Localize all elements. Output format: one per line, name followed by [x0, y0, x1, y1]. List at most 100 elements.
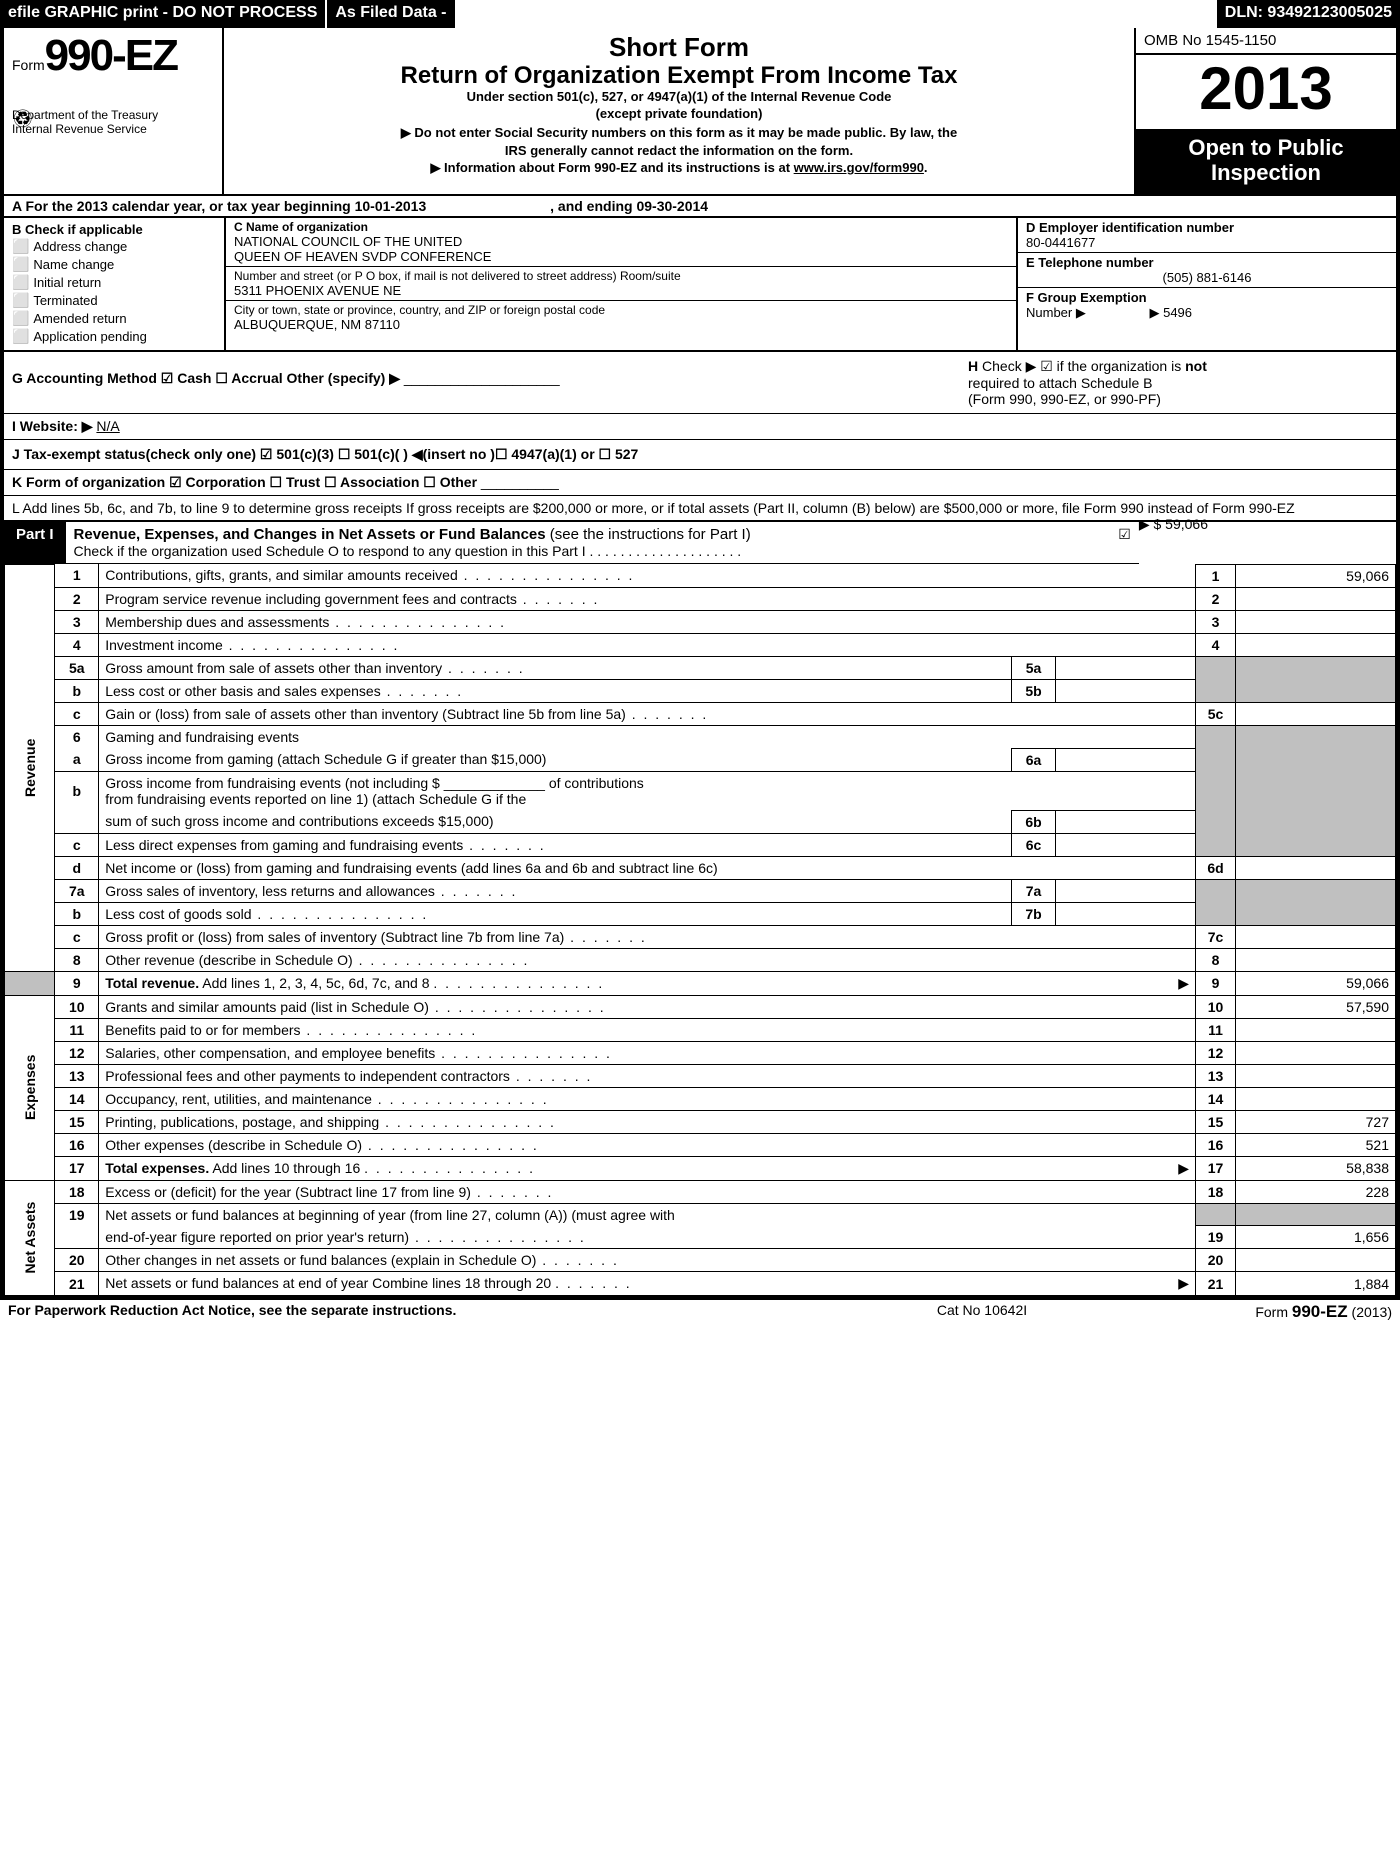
form-number: 990-EZ [45, 31, 177, 80]
addr-label: Number and street (or P O box, if mail i… [234, 269, 1008, 283]
line-18-value: 228 [1236, 1180, 1396, 1203]
expenses-section-label: Expenses [5, 995, 55, 1180]
line-21-value: 1,884 [1236, 1272, 1396, 1296]
revenue-section-label: Revenue [5, 564, 55, 971]
h-check-3: (Form 990, 990-EZ, or 990-PF) [968, 391, 1388, 407]
recycle-icon: ♽ [12, 105, 34, 134]
warning-ssn2: IRS generally cannot redact the informat… [234, 143, 1124, 158]
ein-label: D Employer identification number [1026, 220, 1388, 235]
part1-table: Revenue 1 Contributions, gifts, grants, … [4, 564, 1396, 1297]
line-4-text: Investment income [99, 633, 1196, 656]
line-6d-text: Net income or (loss) from gaming and fun… [99, 856, 1196, 879]
website-value: N/A [96, 418, 119, 434]
line-6a-text: Gross income from gaming (attach Schedul… [99, 748, 1012, 771]
footer: For Paperwork Reduction Act Notice, see … [0, 1300, 1400, 1330]
info-line: ▶ Information about Form 990-EZ and its … [234, 160, 1124, 176]
open-public-2: Inspection [1140, 160, 1392, 185]
line-9-value: 59,066 [1236, 971, 1396, 995]
open-public-1: Open to Public [1140, 135, 1392, 160]
dept-treasury: Department of the Treasury [12, 108, 214, 122]
group-exemption-label: F Group Exemption [1026, 290, 1147, 305]
line-1-text: Contributions, gifts, grants, and simila… [105, 567, 634, 583]
title-short-form: Short Form [234, 32, 1124, 63]
part1-title: Revenue, Expenses, and Changes in Net As… [74, 526, 546, 543]
line-16-text: Other expenses (describe in Schedule O) [99, 1133, 1196, 1156]
subtitle-section: Under section 501(c), 527, or 4947(a)(1)… [234, 89, 1124, 106]
paperwork-notice: For Paperwork Reduction Act Notice, see … [8, 1302, 832, 1322]
line-15-value: 727 [1236, 1110, 1396, 1133]
tel-value: (505) 881-6146 [1026, 270, 1388, 285]
cat-number: Cat No 10642I [832, 1302, 1132, 1322]
asfiled-label: As Filed Data - [327, 0, 456, 28]
dln-label: DLN: 93492123005025 [1217, 0, 1400, 28]
dept-irs: Internal Revenue Service [12, 122, 214, 136]
line-20-text: Other changes in net assets or fund bala… [99, 1249, 1196, 1272]
omb-number: OMB No 1545-1150 [1136, 28, 1396, 55]
line-14-text: Occupancy, rent, utilities, and maintena… [99, 1087, 1196, 1110]
line-1-value: 59,066 [1236, 564, 1396, 587]
ck-address-change[interactable]: Address change [12, 238, 216, 255]
efile-label: efile GRAPHIC print - DO NOT PROCESS [0, 0, 327, 28]
warning-ssn1: ▶ Do not enter Social Security numbers o… [234, 125, 1124, 141]
asfiled-blank [457, 0, 477, 28]
row-l-gross: L Add lines 5b, 6c, and 7b, to line 9 to… [4, 496, 1396, 522]
line-15-text: Printing, publications, postage, and shi… [99, 1110, 1196, 1133]
part1-header: Part I Revenue, Expenses, and Changes in… [4, 522, 1139, 564]
form-footer: Form 990-EZ (2013) [1132, 1302, 1392, 1322]
org-city: ALBUQUERQUE, NM 87110 [234, 317, 1008, 332]
org-address: 5311 PHOENIX AVENUE NE [234, 283, 1008, 298]
part1-tab: Part I [4, 522, 66, 563]
line-7c-text: Gross profit or (loss) from sales of inv… [99, 925, 1196, 948]
line-6b-text2: from fundraising events reported on line… [105, 791, 1189, 807]
form-header: Form990-EZ ♽ Department of the Treasury … [4, 28, 1396, 196]
ck-name-change[interactable]: Name change [12, 256, 216, 273]
line-10-text: Grants and similar amounts paid (list in… [99, 995, 1196, 1018]
line-8-text: Other revenue (describe in Schedule O) [99, 948, 1196, 971]
tel-label: E Telephone number [1026, 255, 1388, 270]
subtitle-except: (except private foundation) [234, 106, 1124, 123]
part1-checkbox[interactable]: ☑ [1118, 522, 1139, 563]
line-5a-text: Gross amount from sale of assets other t… [99, 656, 1012, 679]
line-12-text: Salaries, other compensation, and employ… [99, 1041, 1196, 1064]
top-bar: efile GRAPHIC print - DO NOT PROCESS As … [0, 0, 1400, 28]
line-5b-text: Less cost or other basis and sales expen… [99, 679, 1012, 702]
c-name-label: C Name of organization [234, 220, 1008, 234]
accounting-method: G Accounting Method ☑ Cash ☐ Accrual Oth… [12, 370, 400, 386]
row-k-orgform: K Form of organization ☑ Corporation ☐ T… [4, 470, 1396, 496]
line-19-text2: end-of-year figure reported on prior yea… [99, 1226, 1196, 1249]
row-g-h: G Accounting Method ☑ Cash ☐ Accrual Oth… [4, 352, 1396, 414]
line-17-value: 58,838 [1236, 1156, 1396, 1180]
netassets-section-label: Net Assets [5, 1180, 55, 1296]
h-check-2: required to attach Schedule B [968, 375, 1388, 391]
line-7a-text: Gross sales of inventory, less returns a… [99, 879, 1012, 902]
row-j-taxexempt: J Tax-exempt status(check only one) ☑ 50… [4, 440, 1396, 470]
title-return: Return of Organization Exempt From Incom… [234, 63, 1124, 89]
row-a-taxyear: A For the 2013 calendar year, or tax yea… [4, 196, 1396, 218]
row-i-website: I Website: ▶ N/A [4, 414, 1396, 440]
line-2-text: Program service revenue including govern… [99, 587, 1196, 610]
org-name-2: QUEEN OF HEAVEN SVDP CONFERENCE [234, 249, 1008, 264]
ck-application-pending[interactable]: Application pending [12, 328, 216, 345]
b-header: B Check if applicable [12, 222, 143, 237]
org-name-1: NATIONAL COUNCIL OF THE UNITED [234, 234, 1008, 249]
ck-terminated[interactable]: Terminated [12, 292, 216, 309]
line-6-text: Gaming and fundraising events [99, 725, 1196, 748]
group-exemption-value: ▶ 5496 [1149, 305, 1192, 320]
ck-initial-return[interactable]: Initial return [12, 274, 216, 291]
ck-amended[interactable]: Amended return [12, 310, 216, 327]
line-7b-text: Less cost of goods sold [99, 902, 1012, 925]
line-11-text: Benefits paid to or for members [99, 1018, 1196, 1041]
line-10-value: 57,590 [1236, 995, 1396, 1018]
gross-receipts-amount: ▶ $ 59,066 [1139, 516, 1208, 533]
part1-check-text: Check if the organization used Schedule … [74, 543, 742, 559]
form-label: Form [12, 57, 45, 73]
city-label: City or town, state or province, country… [234, 303, 1008, 317]
line-16-value: 521 [1236, 1133, 1396, 1156]
line-21-text: Net assets or fund balances at end of ye… [105, 1275, 551, 1291]
line-13-text: Professional fees and other payments to … [99, 1064, 1196, 1087]
info-link[interactable]: www.irs.gov/form990 [794, 160, 924, 175]
h-check-1: H Check ▶ ☑ if the organization is not [968, 358, 1388, 375]
org-info-block: B Check if applicable Address change Nam… [4, 218, 1396, 352]
line-5c-text: Gain or (loss) from sale of assets other… [99, 702, 1196, 725]
line-3-text: Membership dues and assessments [99, 610, 1196, 633]
